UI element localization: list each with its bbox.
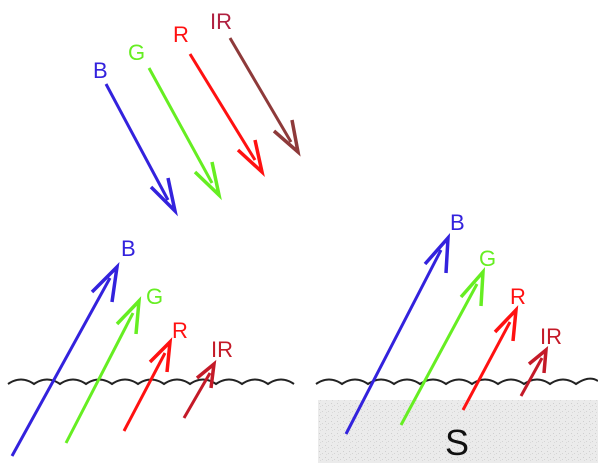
shallow-red-label: R xyxy=(510,284,526,309)
sediment-area xyxy=(318,400,598,463)
incident-infrared-arrow xyxy=(228,37,301,157)
deep-blue-label: B xyxy=(121,236,136,261)
incident-blue-arrow xyxy=(104,83,178,217)
deep-red-label: R xyxy=(172,318,188,343)
deep-red-arrow xyxy=(122,337,173,432)
deep-green-label: G xyxy=(146,284,163,309)
shallow-red-arrow xyxy=(461,305,519,411)
incident-red-arrow xyxy=(188,53,265,178)
incident-green-label: G xyxy=(128,40,145,65)
incident-red-label: R xyxy=(173,22,189,47)
shallow-infrared-arrow xyxy=(519,345,549,397)
shallow-infrared-label: IR xyxy=(540,324,562,349)
sediment-label: S xyxy=(445,422,469,463)
deep-infrared-arrow xyxy=(182,359,217,419)
water-surface-right xyxy=(315,377,598,386)
shallow-blue-label: B xyxy=(450,210,465,235)
shallow-green-arrow xyxy=(399,267,486,426)
incident-green-arrow xyxy=(147,67,222,201)
shallow-green-label: G xyxy=(479,246,496,271)
shallow-blue-arrow xyxy=(344,233,451,435)
incident-blue-label: B xyxy=(93,58,108,83)
incident-infrared-label: IR xyxy=(210,9,232,34)
deep-green-arrow xyxy=(64,296,142,444)
deep-blue-arrow xyxy=(10,262,120,457)
deep-infrared-label: IR xyxy=(211,337,233,362)
